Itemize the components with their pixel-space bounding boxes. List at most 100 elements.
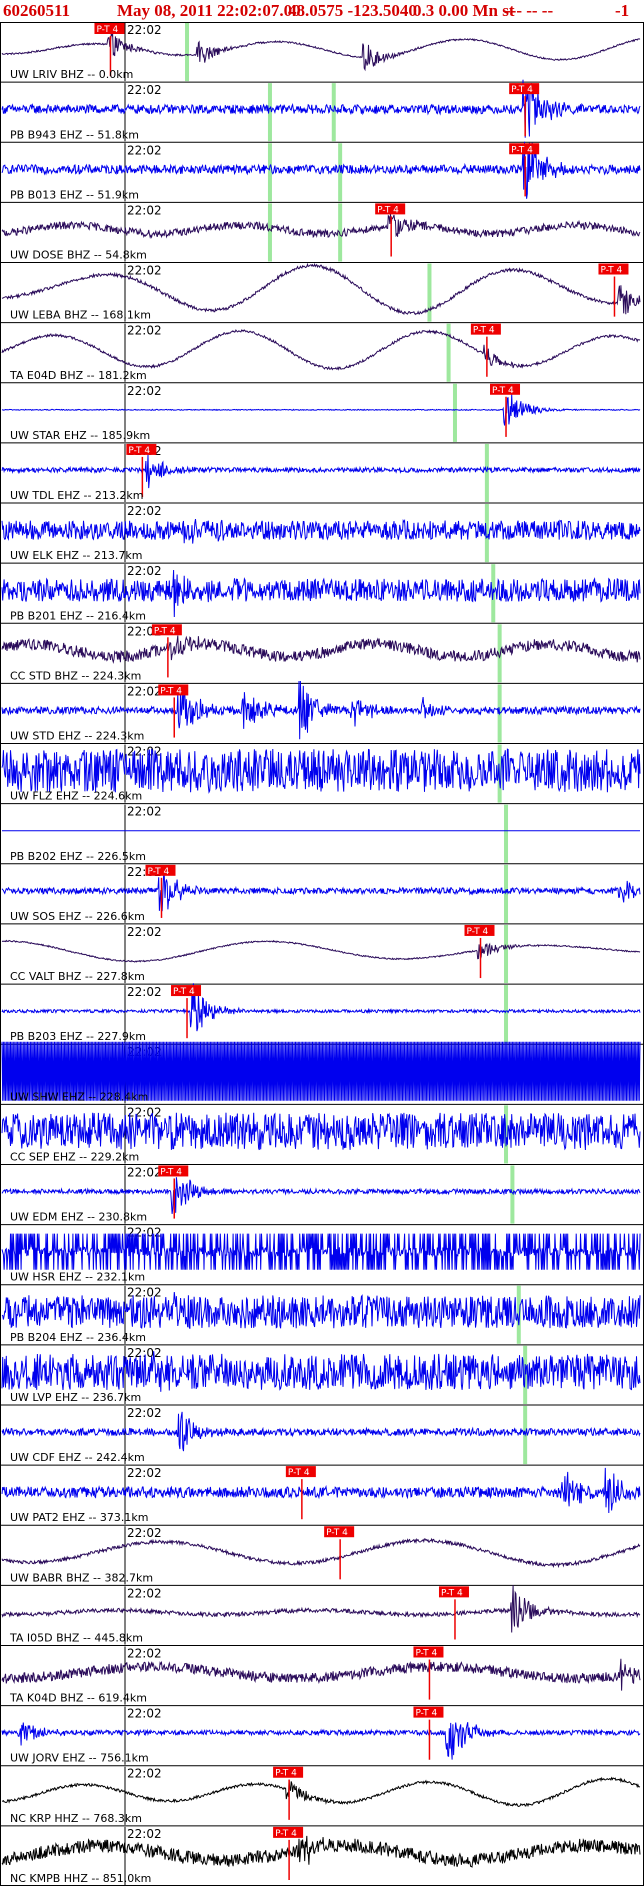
arrival-marker: [267, 83, 272, 142]
event-placeholder: --- -- --: [505, 1, 554, 20]
event-location: 48.0575 -123.5040: [288, 1, 417, 20]
time-tick-label: 22:02: [127, 143, 162, 157]
arrival-marker: [484, 443, 489, 503]
station-label: UW PAT2 EHZ -- 373.1km: [10, 1511, 149, 1524]
seismic-trace: [1, 32, 641, 72]
station-panel: 22:02P-T 4CC STD BHZ -- 224.3km: [0, 622, 644, 683]
seismic-trace: [1, 569, 641, 618]
station-label: UW STAR EHZ -- 185.9km: [10, 429, 150, 442]
station-label: UW SOS EHZ -- 226.6km: [10, 910, 145, 923]
pick-label: P-T 4: [275, 1769, 297, 1779]
station-panel: 22:02 P-T 4 UW LEBA BHZ -- 168.1km: [0, 262, 644, 322]
time-tick-label: 22:02: [127, 23, 162, 37]
station-label: UW LEBA BHZ -- 168.1km: [10, 309, 151, 322]
arrival-marker: [516, 1285, 521, 1344]
station-label: CC SEP EHZ -- 229.2km: [10, 1150, 139, 1163]
pick-label: P-T 4: [467, 927, 489, 937]
station-label: CC VALT BHZ -- 227.8km: [10, 970, 145, 983]
seismic-trace: [1, 939, 641, 963]
station-panel: 22:02 P-T 4 CC VALT BHZ -- 227.8km: [0, 923, 644, 984]
pick-label: P-T 4: [415, 1709, 437, 1719]
station-panel: 22:02 CC SEP EHZ -- 229.2km: [0, 1103, 644, 1164]
station-label: PB B204 EHZ -- 236.4km: [10, 1331, 146, 1344]
station-label: PB B943 EHZ -- 51.8km: [10, 128, 139, 141]
station-panel: 22:02 P-T 4 UW PAT2 EHZ -- 373.1km: [0, 1464, 644, 1525]
time-tick-label: 22:02: [127, 1586, 162, 1600]
time-tick-label: 22:02: [127, 805, 162, 819]
station-panel: 22:02 P-T 4 PB B203 EHZ -- 227.9km: [0, 983, 644, 1044]
time-tick-label: 22:02: [127, 83, 162, 97]
station-label: UW BABR BHZ -- 382.7km: [10, 1571, 153, 1584]
station-label: UW JORV EHZ -- 756.1km: [10, 1752, 149, 1765]
arrival-marker: [504, 864, 509, 923]
time-tick-label: 22:02: [127, 1286, 162, 1300]
station-panel: 22:02 P-T 4 TA K04D BHZ -- 619.4km: [0, 1644, 644, 1705]
station-panel: 22:02 P-T 4 PB B943 EHZ -- 51.8km: [0, 79, 644, 142]
event-id: 60260511: [3, 1, 71, 20]
pick-flag: [126, 443, 157, 455]
time-tick-label: 22:02: [127, 1767, 162, 1781]
pick-label: P-T 4: [148, 867, 170, 877]
seismic-trace: [1, 1233, 641, 1270]
station-label: TA I05D BHZ -- 445.8km: [9, 1631, 143, 1644]
seismic-trace: [1, 983, 641, 1032]
pick-flag: [285, 1466, 316, 1478]
pick-label: P-T 4: [511, 85, 533, 95]
seismic-trace: [1, 1467, 641, 1514]
event-datetime: May 08, 2011 22:02:07.00: [117, 1, 301, 20]
station-panel: 22:02 P-T 4 PB B013 EHZ -- 51.9km: [0, 141, 644, 202]
time-tick-label: 22:02: [127, 1466, 162, 1480]
pick-flag: [273, 1826, 304, 1838]
chart-frame: [0, 22, 644, 1886]
pick-flag: [158, 1165, 189, 1177]
time-tick-label: 22:02: [127, 203, 162, 217]
event-magnitude: 0.3 0.00 Mn st: [413, 1, 515, 20]
station-label: UW CDF EHZ -- 242.4km: [10, 1451, 145, 1464]
pick-label: P-T 4: [492, 386, 514, 396]
pick-flag: [324, 1526, 355, 1538]
time-tick-label: 22:02: [127, 1646, 162, 1660]
arrival-marker: [510, 1165, 515, 1224]
seismic-trace: [1, 1585, 641, 1633]
event-code: -1: [615, 1, 630, 20]
pick-label: P-T 4: [377, 205, 399, 215]
pick-label: P-T 4: [473, 326, 495, 336]
time-tick-label: 22:02: [127, 1165, 162, 1179]
time-tick-label: 22:02: [127, 564, 162, 578]
pick-flag: [151, 624, 182, 636]
seismic-trace: [1, 213, 641, 240]
station-panel: 22:02 P-T 4 TA I05D BHZ -- 445.8km: [0, 1584, 644, 1645]
pick-label: P-T 4: [96, 25, 118, 35]
seismic-trace: [1, 394, 641, 426]
station-panel: 22:02 P-T 4 UW STAR EHZ -- 185.9km: [0, 382, 644, 442]
time-tick-label: 22:02: [127, 684, 162, 698]
pick-flag: [158, 684, 189, 696]
station-panel: 22:02 PB B201 EHZ -- 216.4km: [0, 562, 644, 623]
pick-flag: [598, 263, 629, 275]
pick-label: P-T 4: [326, 1528, 348, 1538]
station-label: UW ELK EHZ -- 213.7km: [10, 549, 142, 562]
pick-label: P-T 4: [160, 1167, 182, 1177]
seismic-trace: [1, 1411, 641, 1452]
station-label: NC KMPB HHZ -- 851.0km: [10, 1872, 151, 1885]
seismic-trace: [1, 454, 641, 489]
station-panel: 22:02 P-T 4 UW DOSE BHZ -- 54.8km: [0, 201, 644, 262]
station-panel: 22:02P-T 4UW TDL EHZ -- 213.2km: [0, 442, 644, 503]
seismic-trace: [1, 875, 641, 913]
station-panel: 22:02 P-T 4 NC KRP HHZ -- 768.3km: [0, 1765, 644, 1825]
pick-flag: [273, 1766, 304, 1778]
seismic-trace: [1, 1835, 641, 1868]
station-panel: 22:02 UW CDF EHZ -- 242.4km: [0, 1404, 644, 1465]
seismic-trace: [1, 1658, 641, 1691]
seismic-trace: [1, 329, 641, 371]
pick-label: P-T 4: [288, 1468, 310, 1478]
station-label: UW EDM EHZ -- 230.8km: [10, 1211, 147, 1224]
seismic-trace: [1, 262, 641, 316]
seismic-trace: [1, 1177, 641, 1216]
pick-flag: [470, 323, 501, 335]
time-tick-label: 22:02: [127, 1707, 162, 1721]
pick-flag: [413, 1646, 444, 1658]
station-panel: 22:02 UW ELK EHZ -- 213.7km: [0, 502, 644, 563]
